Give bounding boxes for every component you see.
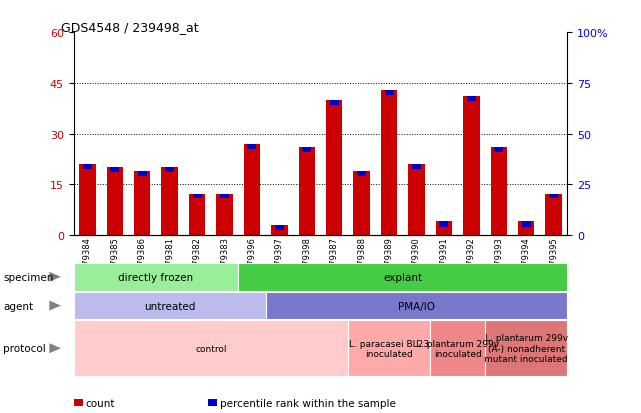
Text: L. plantarum 299v
(A-) nonadherent
mutant inoculated: L. plantarum 299v (A-) nonadherent mutan… [485, 334, 568, 363]
Text: protocol: protocol [3, 343, 46, 354]
Bar [275, 225, 284, 230]
Bar [303, 148, 312, 153]
Text: L. plantarum 299v
inoculated: L. plantarum 299v inoculated [416, 339, 499, 358]
Bar [110, 168, 119, 173]
Text: percentile rank within the sample: percentile rank within the sample [220, 398, 395, 408]
Bar [494, 148, 503, 153]
Text: count: count [85, 398, 115, 408]
Bar [189, 195, 205, 235]
Text: PMA/IO: PMA/IO [398, 301, 435, 311]
Bar [436, 222, 452, 235]
Bar [192, 195, 202, 198]
Bar [247, 145, 256, 150]
Bar [518, 222, 535, 235]
Text: control: control [195, 344, 226, 353]
Bar [357, 171, 366, 176]
Text: explant: explant [383, 272, 422, 282]
Bar [244, 145, 260, 235]
Bar [329, 100, 338, 106]
Bar [165, 168, 174, 173]
Bar [412, 165, 421, 170]
Text: directly frozen: directly frozen [119, 272, 194, 282]
Bar [522, 222, 531, 227]
Bar [408, 165, 425, 235]
Bar [216, 195, 233, 235]
Bar [490, 148, 507, 235]
Bar [545, 195, 562, 235]
Bar [463, 97, 479, 235]
Bar [353, 171, 370, 235]
Bar [106, 168, 123, 235]
Text: GDS4548 / 239498_at: GDS4548 / 239498_at [61, 21, 199, 33]
Bar [79, 165, 96, 235]
Bar [467, 97, 476, 102]
Text: agent: agent [3, 301, 33, 311]
Bar [299, 148, 315, 235]
Bar [271, 225, 288, 235]
Bar [220, 195, 229, 198]
Bar [439, 222, 449, 227]
Bar [138, 171, 147, 176]
Bar [162, 168, 178, 235]
Bar [381, 90, 397, 235]
Bar [83, 165, 92, 170]
Text: untreated: untreated [144, 301, 196, 311]
Text: specimen: specimen [3, 272, 54, 282]
Bar [385, 90, 394, 95]
Bar [326, 100, 342, 235]
Bar [134, 171, 151, 235]
Text: L. paracasei BL23
inoculated: L. paracasei BL23 inoculated [349, 339, 429, 358]
Bar [549, 195, 558, 198]
